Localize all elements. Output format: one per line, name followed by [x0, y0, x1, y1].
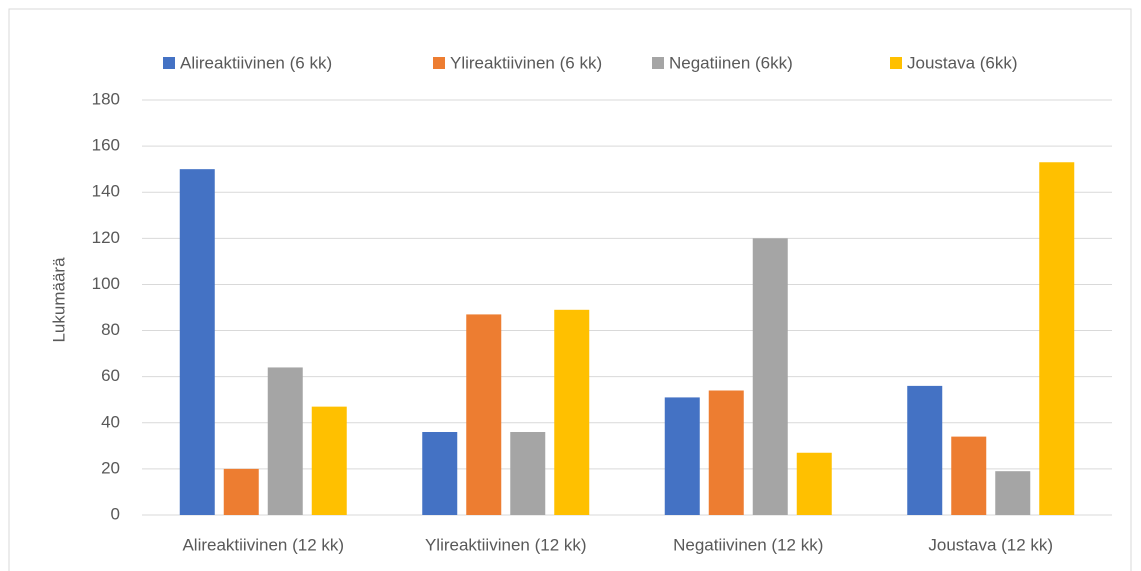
bar — [1039, 162, 1075, 515]
bar — [554, 309, 590, 515]
y-axis-title: Lukumäärä — [49, 257, 68, 343]
y-tick-label: 0 — [111, 504, 120, 523]
legend-label: Ylireaktiivinen (6 kk) — [450, 53, 602, 72]
legend-label: Negatiinen (6kk) — [669, 53, 793, 72]
y-tick-label: 120 — [92, 228, 120, 247]
x-tick-label: Joustava (12 kk) — [928, 535, 1053, 554]
bar — [311, 406, 347, 515]
legend-swatch — [652, 57, 664, 69]
bar — [179, 169, 215, 515]
x-tick-label: Ylireaktiivinen (12 kk) — [425, 535, 587, 554]
y-tick-label: 100 — [92, 274, 120, 293]
legend-label: Joustava (6kk) — [907, 53, 1018, 72]
bar — [510, 432, 546, 515]
bar — [267, 367, 303, 515]
y-tick-label: 60 — [101, 366, 120, 385]
x-tick-label: Alireaktiivinen (12 kk) — [182, 535, 344, 554]
legend-swatch — [163, 57, 175, 69]
bar — [752, 238, 788, 516]
bar — [796, 452, 832, 515]
x-tick-label: Negatiivinen (12 kk) — [673, 535, 823, 554]
y-tick-label: 160 — [92, 136, 120, 155]
bar — [664, 397, 700, 515]
bar — [708, 390, 744, 515]
bar — [951, 436, 987, 515]
bar — [466, 314, 502, 515]
y-tick-label: 180 — [92, 89, 120, 108]
bar — [995, 471, 1031, 515]
legend-swatch — [433, 57, 445, 69]
y-tick-label: 20 — [101, 458, 120, 477]
bar — [223, 468, 259, 515]
bar — [422, 432, 458, 515]
y-tick-label: 140 — [92, 182, 120, 201]
y-tick-label: 40 — [101, 412, 120, 431]
legend-label: Alireaktiivinen (6 kk) — [180, 53, 332, 72]
legend-swatch — [890, 57, 902, 69]
bar — [907, 385, 943, 515]
y-tick-label: 80 — [101, 320, 120, 339]
